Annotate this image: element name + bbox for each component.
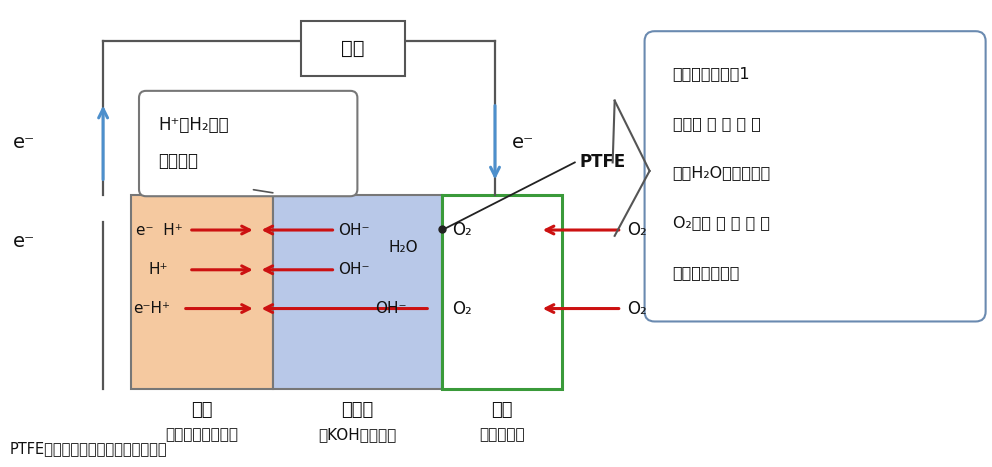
FancyBboxPatch shape: [139, 91, 357, 196]
Text: OH⁻: OH⁻: [338, 262, 370, 277]
Text: てこない: てこない: [158, 153, 198, 170]
Text: e⁻H⁺: e⁻H⁺: [133, 301, 170, 316]
Text: O₂の通 気 性 が 低: O₂の通 気 性 が 低: [673, 215, 770, 230]
Text: （KOH水溶液）: （KOH水溶液）: [318, 427, 397, 442]
FancyBboxPatch shape: [301, 21, 406, 76]
Text: e⁻: e⁻: [13, 232, 36, 251]
Text: 負荷: 負荷: [341, 39, 365, 58]
Text: フッ素系樹脂の1: フッ素系樹脂の1: [673, 66, 750, 81]
Text: H⁺やH₂は出: H⁺やH₂は出: [158, 116, 228, 134]
Bar: [131, 195, 273, 389]
Text: H₂O: H₂O: [388, 241, 418, 255]
Text: PTFE: PTFE: [579, 154, 626, 171]
Text: O₂: O₂: [452, 299, 472, 318]
Text: OH⁻: OH⁻: [375, 301, 407, 316]
Text: H⁺: H⁺: [149, 262, 169, 277]
Text: O₂: O₂: [627, 299, 647, 318]
Text: 負極: 負極: [191, 401, 212, 419]
Text: （空気極）: （空気極）: [479, 427, 525, 442]
Text: e⁻: e⁻: [13, 133, 36, 151]
Text: PTFE：ポリテトラフルオロエチレン: PTFE：ポリテトラフルオロエチレン: [9, 441, 167, 456]
Text: く、H₂Oがたまって: く、H₂Oがたまって: [673, 165, 771, 180]
FancyBboxPatch shape: [645, 31, 986, 321]
Bar: [273, 195, 442, 389]
Text: つ。撥 水 性 が 高: つ。撥 水 性 が 高: [673, 116, 761, 131]
Text: OH⁻: OH⁻: [338, 222, 370, 238]
Text: O₂: O₂: [627, 221, 647, 239]
Text: （水素吸蔵合金）: （水素吸蔵合金）: [166, 427, 238, 442]
Text: 正極: 正極: [491, 401, 513, 419]
Text: 電解液: 電解液: [341, 401, 374, 419]
Text: 下するのを防ぐ: 下するのを防ぐ: [673, 265, 740, 280]
Bar: [442, 195, 561, 389]
Text: O₂: O₂: [452, 221, 472, 239]
Text: e⁻  H⁺: e⁻ H⁺: [136, 222, 183, 238]
Text: e⁻: e⁻: [512, 133, 535, 151]
